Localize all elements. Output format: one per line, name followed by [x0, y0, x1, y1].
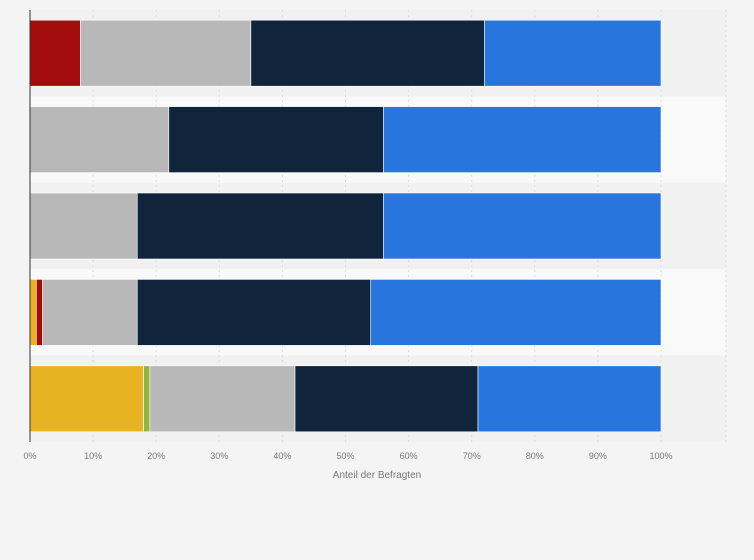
x-tick-label: 0% [23, 451, 36, 461]
bar-segment [477, 365, 662, 433]
bar-segment [250, 19, 485, 87]
bar-segment [29, 365, 144, 433]
bar-segment [36, 279, 43, 346]
bar-segment [294, 365, 479, 433]
x-tick-label: 80% [526, 451, 544, 461]
x-tick-label: 70% [463, 451, 481, 461]
bar-segment [29, 192, 138, 260]
x-tick-label: 40% [273, 451, 291, 461]
bar-segment [42, 279, 138, 346]
bar-segment [143, 365, 151, 433]
x-tick-label: 20% [147, 451, 165, 461]
x-tick-label: 100% [649, 451, 672, 461]
x-tick-label: 10% [84, 451, 102, 461]
bar-segment [383, 106, 662, 173]
x-tick-label: 30% [210, 451, 228, 461]
x-axis-ticks: 0% 10% 20% 30% 40% 50% 60% 70% 80% 90% 100% [23, 451, 672, 461]
x-axis-title: Anteil der Befragten [333, 470, 421, 481]
bar-segment [80, 19, 252, 87]
bar-segment [29, 279, 37, 346]
x-tick-label: 50% [336, 451, 354, 461]
bar-segment [149, 365, 296, 433]
x-tick-label: 60% [400, 451, 418, 461]
bar-segment [136, 279, 372, 346]
bar-segment [29, 106, 170, 173]
x-tick-label: 90% [589, 451, 607, 461]
bar-segment [168, 106, 384, 173]
bar-segment [29, 19, 81, 87]
bar-segment [383, 192, 662, 260]
bar-segment [136, 192, 384, 260]
bar-segment [370, 279, 662, 346]
bars [29, 19, 662, 433]
bar-segment [484, 19, 662, 87]
